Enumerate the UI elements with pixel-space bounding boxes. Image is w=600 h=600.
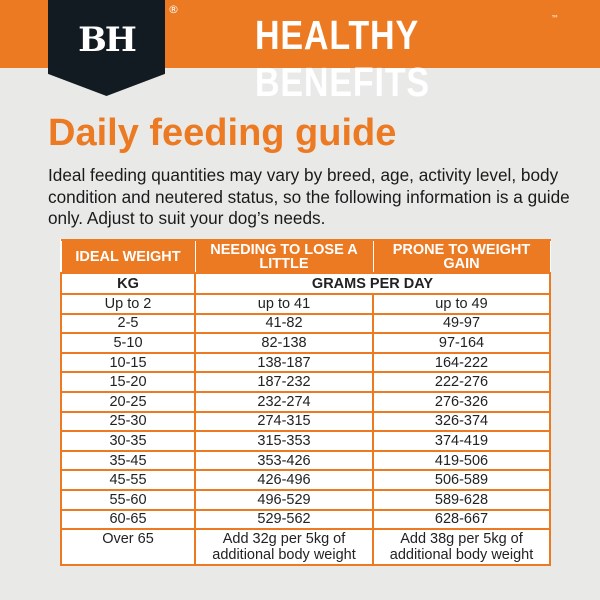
weight-cell: Up to 2 [60,293,196,315]
lose-cell: 315-353 [194,430,374,452]
table-row: Over 65 Add 32g per 5kg of additional bod… [60,528,551,567]
table-row: 2-5 41-82 49-97 [60,312,551,335]
weight-cell: 45-55 [60,469,196,491]
weight-cell: 60-65 [60,508,196,531]
feeding-table: IDEAL WEIGHT NEEDING TO LOSE A LITTLE PR… [60,239,551,567]
gain-cell: Add 38g per 5kg of additional body weigh… [372,528,551,567]
gain-cell: 506-589 [372,469,551,491]
trademark: ™ [551,14,559,23]
intro-text: Ideal feeding quantities may vary by bre… [48,165,570,228]
weight-cell: 25-30 [60,410,196,433]
gain-cell: 276-326 [372,390,551,413]
weight-cell: Over 65 [60,528,196,567]
weight-cell: 2-5 [60,312,196,335]
lose-cell: 353-426 [194,449,374,472]
unit-grams: GRAMS PER DAY [194,272,551,295]
weight-cell: 5-10 [60,332,196,354]
table-row: 20-25 232-274 276-326 [60,390,551,413]
lose-cell: 529-562 [194,508,374,531]
table-row: 10-15 138-187 164-222 [60,351,551,374]
brand-title: HEALTHY BENEFITS [255,12,430,105]
header-lose-a-little: NEEDING TO LOSE A LITTLE [194,239,374,274]
gain-cell: 97-164 [372,332,551,354]
table-row: 5-10 82-138 97-164 [60,332,551,354]
table-row: 30-35 315-353 374-419 [60,430,551,452]
weight-cell: 15-20 [60,371,196,393]
lose-cell: 274-315 [194,410,374,433]
lose-cell: 187-232 [194,371,374,393]
lose-cell: 232-274 [194,390,374,413]
table-row: 55-60 496-529 589-628 [60,488,551,511]
lose-cell: Add 32g per 5kg of additional body weigh… [194,528,374,567]
bh-logo: BH [48,0,165,96]
table-row: 25-30 274-315 326-374 [60,410,551,433]
lose-cell: up to 41 [194,293,374,315]
gain-cell: 164-222 [372,351,551,374]
gain-cell: 419-506 [372,449,551,472]
gain-cell: 49-97 [372,312,551,335]
logo-text: BH [78,20,137,60]
lose-cell: 138-187 [194,351,374,374]
lose-cell: 496-529 [194,488,374,511]
lose-cell: 426-496 [194,469,374,491]
page-title: Daily feeding guide [48,112,397,154]
weight-cell: 55-60 [60,488,196,511]
gain-cell: 628-667 [372,508,551,531]
header-weight-gain: PRONE TO WEIGHT GAIN [372,239,551,274]
table-header-row: IDEAL WEIGHT NEEDING TO LOSE A LITTLE PR… [60,239,551,274]
table-row: 45-55 426-496 506-589 [60,469,551,491]
table-row: Up to 2 up to 41 up to 49 [60,293,551,315]
weight-cell: 20-25 [60,390,196,413]
header-ideal-weight: IDEAL WEIGHT [60,239,196,274]
table-row: 15-20 187-232 222-276 [60,371,551,393]
table-row: 60-65 529-562 628-667 [60,508,551,531]
gain-cell: 589-628 [372,488,551,511]
weight-cell: 10-15 [60,351,196,374]
gain-cell: 326-374 [372,410,551,433]
lose-cell: 82-138 [194,332,374,354]
gain-cell: 374-419 [372,430,551,452]
weight-cell: 30-35 [60,430,196,452]
gain-cell: 222-276 [372,371,551,393]
unit-kg: KG [60,272,196,295]
gain-cell: up to 49 [372,293,551,315]
lose-cell: 41-82 [194,312,374,335]
registered-mark: ® [168,3,179,16]
table-row: 35-45 353-426 419-506 [60,449,551,472]
weight-cell: 35-45 [60,449,196,472]
units-row: KG GRAMS PER DAY [60,272,551,295]
